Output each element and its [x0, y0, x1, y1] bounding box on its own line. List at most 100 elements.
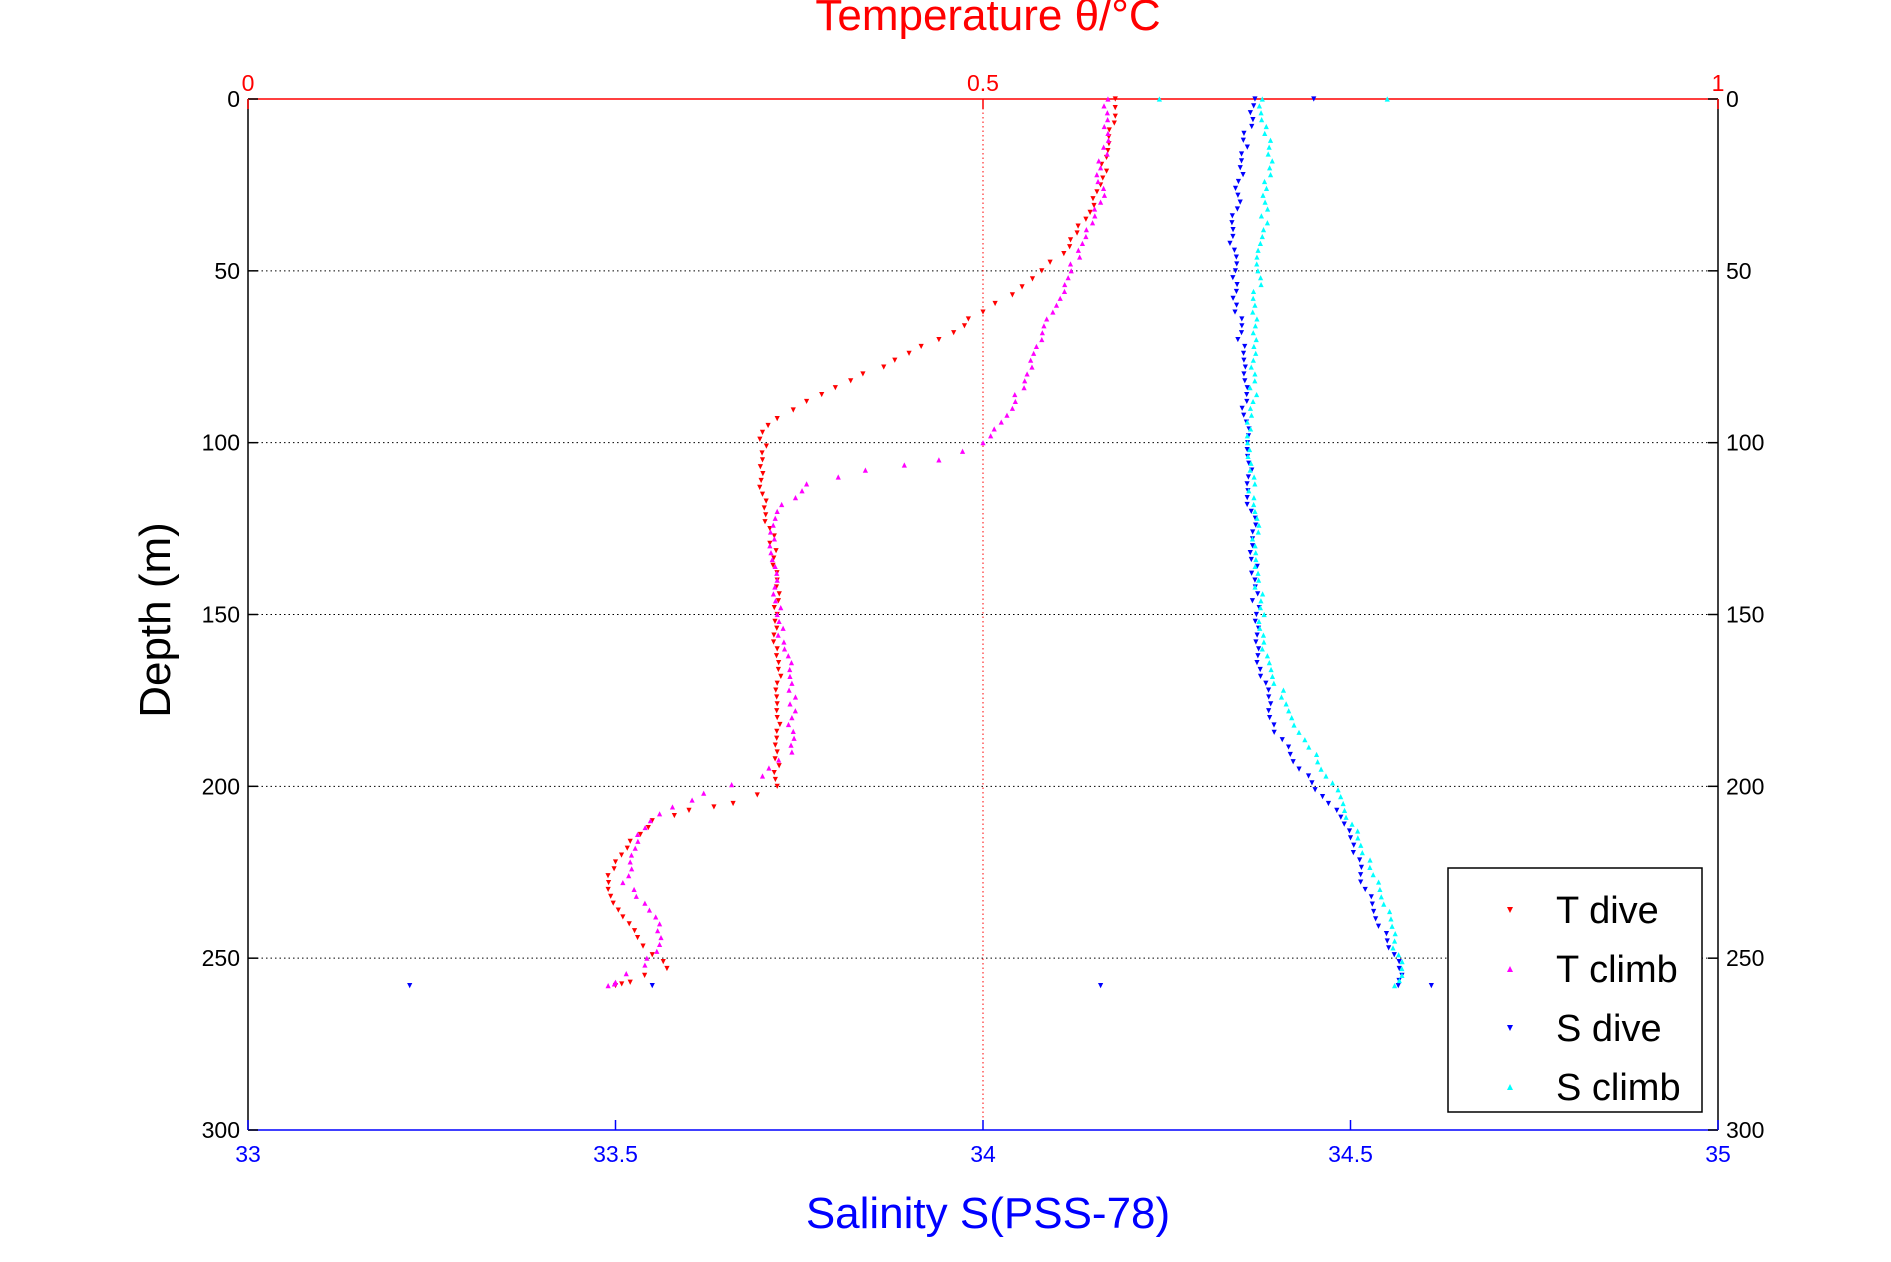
data-point	[774, 715, 780, 721]
chart-title: Temperature θ/°C	[815, 0, 1160, 40]
data-point	[799, 488, 805, 494]
data-point	[1238, 158, 1245, 164]
data-point	[1253, 611, 1260, 618]
data-point	[788, 742, 794, 748]
data-point	[1264, 206, 1271, 212]
data-point	[1325, 800, 1332, 807]
data-point	[1358, 864, 1365, 870]
data-point	[787, 673, 793, 679]
depth-tick-label-left: 200	[202, 773, 240, 799]
data-point	[1039, 268, 1045, 274]
data-point	[1238, 151, 1245, 157]
data-point	[1244, 501, 1250, 508]
data-point	[1255, 591, 1261, 597]
salinity-tick-label: 34	[970, 1141, 996, 1167]
data-point	[1250, 330, 1256, 336]
data-point	[1044, 316, 1050, 322]
data-point	[1091, 206, 1098, 212]
data-point	[1029, 276, 1036, 282]
data-point	[631, 928, 638, 934]
data-point	[1039, 336, 1045, 343]
data-point	[1256, 618, 1262, 624]
data-point	[771, 605, 777, 611]
data-point	[786, 687, 792, 693]
data-point	[605, 879, 612, 886]
data-point	[1256, 646, 1262, 652]
data-point	[768, 550, 774, 556]
data-point	[1242, 378, 1248, 384]
data-point	[1079, 240, 1086, 246]
data-point	[1306, 744, 1312, 750]
data-point	[1092, 213, 1098, 219]
data-point	[1250, 357, 1256, 363]
data-point	[774, 508, 780, 514]
data-point	[1253, 550, 1259, 556]
data-point	[1260, 192, 1266, 198]
data-point	[620, 914, 626, 920]
data-point	[1103, 168, 1110, 174]
data-point	[632, 845, 638, 851]
legend-marker	[1507, 1084, 1513, 1090]
data-point	[1252, 584, 1258, 590]
data-point	[862, 467, 868, 473]
data-point	[961, 323, 968, 329]
data-point	[959, 448, 966, 454]
data-point	[1232, 185, 1239, 191]
data-point	[611, 866, 617, 872]
data-point	[1244, 385, 1250, 391]
salinity-tick-label: 35	[1705, 1141, 1731, 1167]
data-point	[1254, 254, 1260, 260]
data-point	[1098, 199, 1104, 205]
data-point	[1235, 336, 1241, 343]
depth-tick-label-left: 100	[202, 430, 240, 456]
data-point	[642, 972, 648, 978]
salinity-tick-label: 33	[235, 1141, 261, 1167]
data-point	[778, 673, 784, 679]
data-point	[1264, 220, 1271, 226]
data-point	[657, 811, 663, 817]
data-point	[730, 800, 736, 807]
data-point	[1257, 666, 1263, 673]
data-point	[1267, 172, 1274, 178]
data-point	[1359, 850, 1365, 856]
legend-label: T climb	[1556, 949, 1678, 991]
data-point	[1065, 275, 1071, 281]
data-point	[773, 653, 780, 659]
data-point	[1343, 814, 1349, 820]
data-point	[1244, 398, 1250, 405]
data-point	[1258, 281, 1264, 288]
data-point	[1240, 137, 1246, 143]
data-point	[766, 765, 772, 771]
data-point	[1259, 96, 1265, 102]
data-point	[1259, 233, 1265, 240]
data-point	[1248, 364, 1254, 370]
data-point	[1329, 780, 1336, 786]
data-point	[642, 824, 648, 831]
data-point	[835, 474, 841, 480]
data-point	[1350, 850, 1356, 856]
data-point	[1341, 807, 1348, 813]
data-point	[689, 797, 695, 803]
data-point	[790, 407, 796, 413]
depth-tick-label-right: 100	[1726, 430, 1764, 456]
data-point	[1029, 364, 1035, 370]
legend-marker	[1507, 907, 1513, 913]
data-point	[1289, 715, 1295, 721]
data-point	[1047, 259, 1053, 265]
data-point	[1090, 196, 1096, 202]
data-point	[1296, 729, 1302, 735]
data-point	[658, 934, 664, 941]
data-point	[936, 457, 942, 463]
data-point	[1083, 226, 1089, 233]
data-point	[657, 921, 663, 927]
data-point	[1346, 828, 1353, 834]
legend-label: S climb	[1556, 1067, 1681, 1109]
data-point	[1074, 230, 1080, 236]
data-point	[1265, 151, 1271, 157]
data-point	[1246, 488, 1252, 494]
data-point	[1388, 916, 1394, 922]
data-point	[774, 694, 780, 700]
data-point	[1239, 323, 1245, 329]
data-point	[775, 666, 781, 673]
data-point	[1101, 192, 1108, 198]
